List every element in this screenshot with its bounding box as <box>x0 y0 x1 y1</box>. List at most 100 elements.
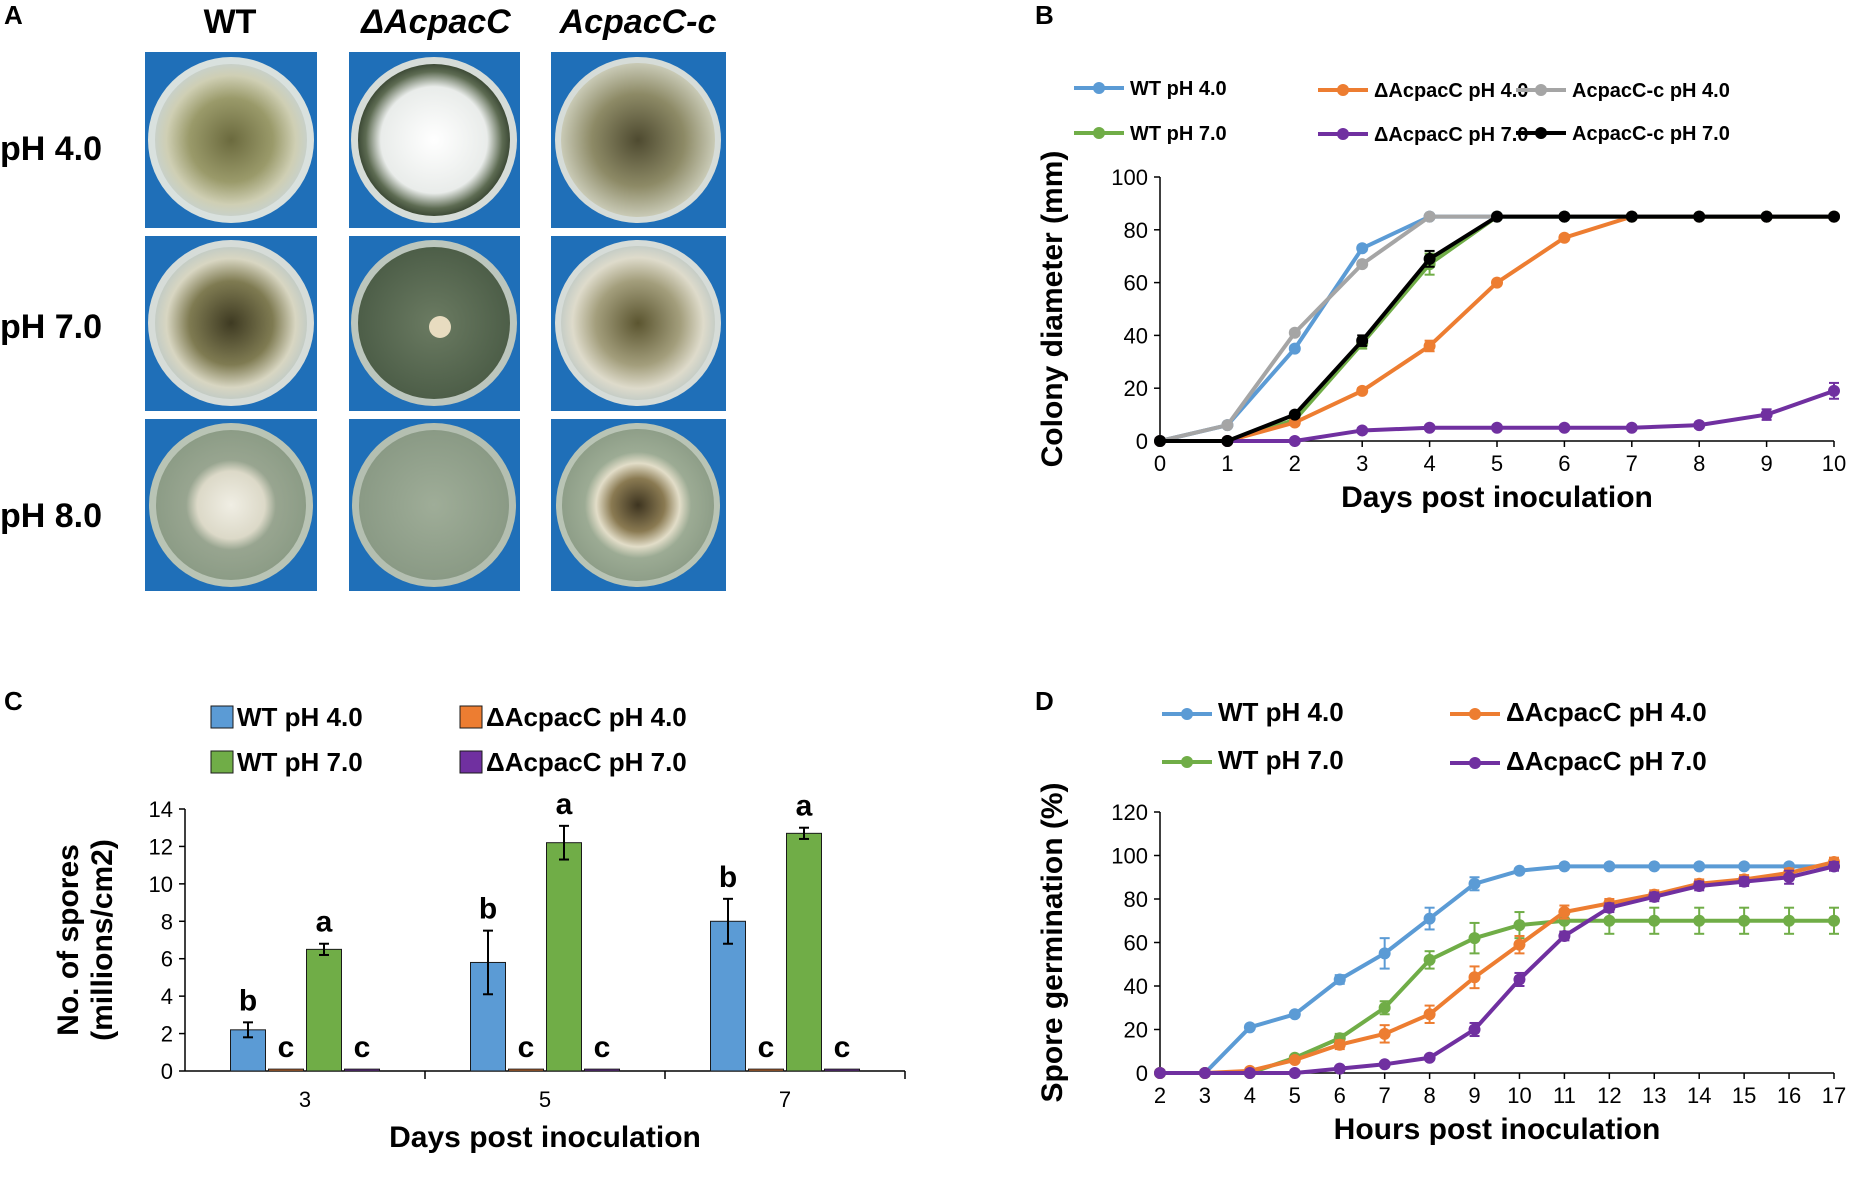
legend-item-wt-ph-4-0: WT pH 4.0 <box>210 702 363 732</box>
data-point <box>1513 864 1526 877</box>
x-tick-label: 6 <box>1334 1083 1346 1108</box>
x-tick-label: 6 <box>1558 451 1570 476</box>
legend-label: WT pH 7.0 <box>1130 123 1227 145</box>
x-tick-label: 9 <box>1468 1083 1480 1108</box>
series-wt-ph-7-0 <box>1154 906 1840 1079</box>
data-point <box>1491 421 1503 434</box>
legend-item-acpacc-c-ph-4-0: AcpacC-c pH 4.0 <box>1516 80 1730 102</box>
data-point <box>1423 953 1436 966</box>
legend-swatch-marker <box>1093 127 1105 139</box>
significance-letter: c <box>518 1031 535 1064</box>
data-point <box>1288 342 1301 355</box>
data-point <box>1693 879 1706 892</box>
column-label-complement: AcpacC-c <box>559 3 717 41</box>
data-point <box>1648 914 1661 927</box>
y-tick-label: 100 <box>1111 165 1148 190</box>
legend-label: ΔAcpacC pH 4.0 <box>486 702 687 732</box>
legend-swatch-marker <box>1181 756 1193 768</box>
data-point <box>1378 947 1391 960</box>
bar <box>508 1068 544 1072</box>
legend-item-wt-ph-7-0: WT pH 7.0 <box>1162 745 1344 775</box>
data-point <box>1288 408 1301 421</box>
data-point <box>1356 258 1369 271</box>
significance-letter: c <box>594 1031 611 1064</box>
data-point <box>1783 871 1796 884</box>
x-tick-label: 7 <box>779 1087 791 1112</box>
legend-swatch <box>459 705 483 729</box>
x-tick-label: 7 <box>1379 1083 1391 1108</box>
x-tick-label: 5 <box>1289 1083 1301 1108</box>
x-tick-label: 13 <box>1642 1083 1666 1108</box>
legend-item-acpacc-ph-4-0: ΔAcpacC pH 4.0 <box>459 702 687 732</box>
x-tick-label: 8 <box>1423 1083 1435 1108</box>
bar <box>786 832 822 1072</box>
x-tick-label: 5 <box>1491 451 1503 476</box>
data-point <box>1468 932 1481 945</box>
y-tick-label: 12 <box>149 834 173 859</box>
y-tick-label: 120 <box>1111 800 1148 825</box>
y-tick-label: 10 <box>149 872 173 897</box>
row-label-ph7: pH 7.0 <box>0 308 102 346</box>
dish-complement-ph8 <box>551 419 726 591</box>
x-tick-label: 10 <box>1507 1083 1531 1108</box>
series-acpacc-ph-4-0 <box>1154 210 1840 447</box>
data-point <box>1356 334 1369 347</box>
significance-letter: a <box>316 906 333 939</box>
x-tick-label: 9 <box>1760 451 1772 476</box>
legend-label: ΔAcpacC pH 7.0 <box>486 747 687 777</box>
data-point <box>1783 914 1796 927</box>
data-point <box>1221 419 1234 432</box>
series-line <box>1159 214 1834 443</box>
significance-letter: a <box>796 790 813 823</box>
legend-item-acpacc-ph-4-0: ΔAcpacC pH 4.0 <box>1450 697 1707 727</box>
x-tick-label: 4 <box>1244 1083 1256 1108</box>
legend-label: AcpacC-c pH 7.0 <box>1572 123 1730 145</box>
y-axis-title: Colony diameter (mm) <box>1036 151 1069 468</box>
data-point <box>1154 1067 1166 1079</box>
dish-wt-ph4 <box>145 52 317 228</box>
series-line <box>1160 214 1834 443</box>
legend-label: WT pH 4.0 <box>237 702 363 732</box>
chart-spore-count: 0 2 4 6 8 10 12 14 3 5 7 b b b WT pH 4.0 c c c ΔAcpacC pH … <box>52 702 906 1154</box>
data-point <box>1828 210 1840 223</box>
y-axis-title: No. of spores <box>52 844 85 1036</box>
legend-item-wt-ph-7-0: WT pH 7.0 <box>210 747 363 777</box>
x-tick-label: 5 <box>539 1087 551 1112</box>
series-line <box>1160 918 1834 1075</box>
data-point <box>1828 914 1840 927</box>
bar <box>306 948 342 1072</box>
legend-swatch-marker <box>1535 127 1547 139</box>
data-point <box>1378 1058 1391 1071</box>
legend-swatch-marker <box>1535 84 1547 96</box>
y-tick-label: 0 <box>1136 1061 1148 1086</box>
data-point <box>1693 914 1706 927</box>
data-point <box>1221 435 1234 447</box>
x-tick-label: 7 <box>1626 451 1638 476</box>
y-tick-label: 80 <box>1124 887 1148 912</box>
chart-colony-diameter: 0 20 40 60 80 100 0 1 2 3 4 5 6 7 8 9 10 Days post inocul… <box>1036 78 1846 514</box>
y-tick-label: 100 <box>1111 844 1148 869</box>
data-point <box>1423 210 1436 223</box>
legend-label: WT pH 7.0 <box>237 747 363 777</box>
data-point <box>1378 1001 1391 1014</box>
data-point <box>1603 914 1616 927</box>
legend-label: WT pH 4.0 <box>1130 78 1227 100</box>
y-tick-label: 0 <box>161 1059 173 1084</box>
data-point <box>1243 1021 1256 1034</box>
x-tick-label: 8 <box>1693 451 1705 476</box>
data-point <box>1828 860 1840 873</box>
x-tick-label: 3 <box>1356 451 1368 476</box>
dish-wt-ph8 <box>145 419 317 591</box>
x-tick-label: 4 <box>1423 451 1435 476</box>
significance-letter: a <box>556 788 573 821</box>
data-point <box>1468 877 1481 890</box>
legend-swatch-marker <box>1093 82 1105 94</box>
bar <box>748 1068 784 1072</box>
legend-item-acpacc-ph-7-0: ΔAcpacC pH 7.0 <box>1450 746 1707 776</box>
x-tick-label: 1 <box>1221 451 1233 476</box>
data-point <box>1513 919 1526 932</box>
data-point <box>1356 424 1369 437</box>
data-point <box>1356 384 1369 397</box>
